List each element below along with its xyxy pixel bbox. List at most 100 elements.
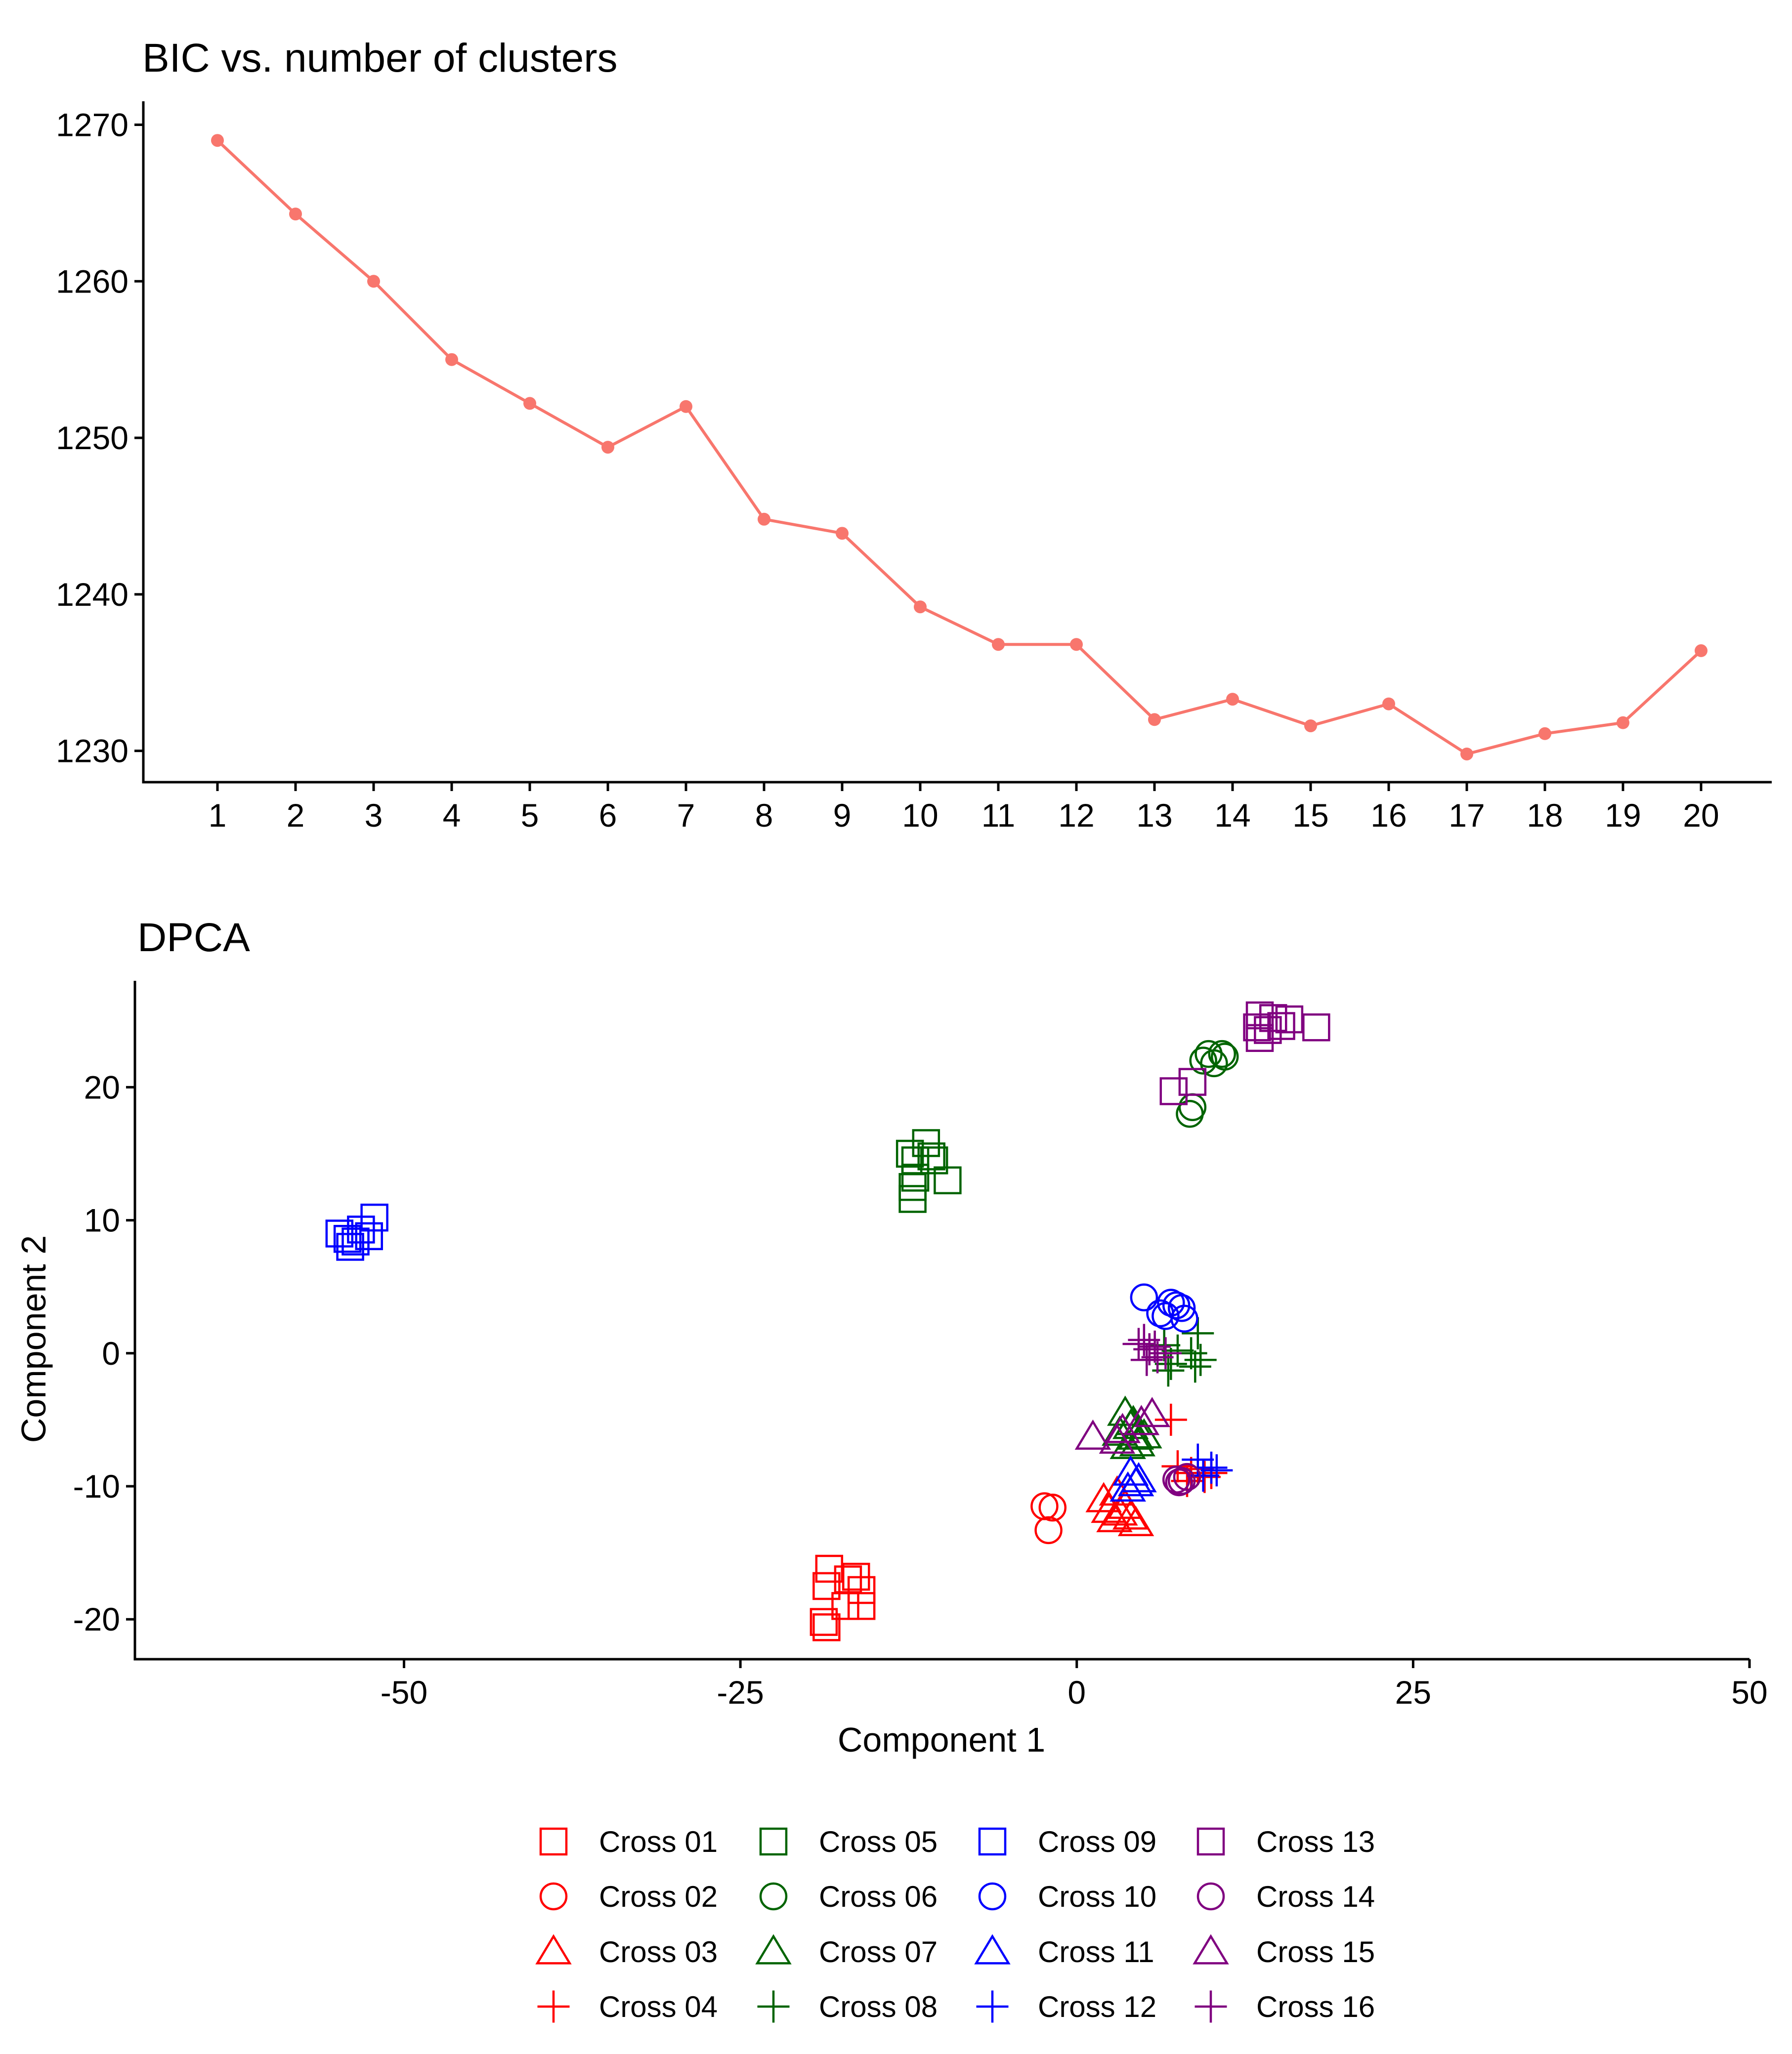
bic-x-tick-label: 17 <box>1449 797 1485 834</box>
legend-label: Cross 06 <box>819 1880 938 1913</box>
legend-key-triangle-icon <box>974 1934 1011 1965</box>
cross-05-point <box>896 1139 924 1168</box>
dpca-x-ticks: -50 -25 0 25 50 <box>381 1659 1768 1711</box>
dpca-y-ticks: -20 -10 0 10 20 <box>73 1069 135 1637</box>
cross-05-point <box>917 1142 945 1171</box>
bic-data-point <box>1070 638 1083 651</box>
bic-axis-lines <box>142 101 1772 784</box>
cross-12-point <box>1200 1454 1233 1487</box>
cross-13-point <box>1275 1005 1304 1034</box>
legend-item-cross-02: Cross 02 <box>539 1880 718 1913</box>
bic-chart: BIC vs. number of clusters 1 2 3 4 5 6 7 8 9 10 11… <box>56 36 1772 834</box>
bic-data-point <box>445 353 458 366</box>
legend-item-cross-09: Cross 09 <box>978 1825 1156 1858</box>
bic-y-tick-label: 1250 <box>56 419 128 456</box>
dpca-x-tick-label: -25 <box>717 1674 764 1711</box>
legend-item-cross-01: Cross 01 <box>539 1825 718 1858</box>
cross-13-point <box>1245 1024 1274 1052</box>
bic-data-point <box>523 397 536 410</box>
cross-14-point <box>1165 1468 1193 1497</box>
bic-x-tick-label: 10 <box>902 797 938 834</box>
dpca-x-tick-label: 25 <box>1395 1674 1431 1711</box>
cross-05-point <box>934 1166 962 1195</box>
legend-item-cross-14: Cross 14 <box>1196 1880 1375 1913</box>
bic-marks <box>211 134 1707 760</box>
legend-key-square-icon <box>1196 1827 1225 1856</box>
cross-04-point <box>1154 1403 1187 1436</box>
bic-chart-title: BIC vs. number of clusters <box>142 36 618 81</box>
bic-x-tick-label: 2 <box>287 797 305 834</box>
cross-16-point <box>1122 1328 1155 1360</box>
cross-09-point <box>360 1203 388 1232</box>
cross-01-point <box>847 1576 876 1604</box>
legend-label: Cross 05 <box>819 1825 938 1858</box>
cross-12-point <box>1195 1451 1228 1484</box>
bic-y-tick-label: 1260 <box>56 263 128 299</box>
legend-label: Cross 07 <box>819 1935 938 1969</box>
bic-data-point <box>367 275 380 288</box>
dpca-x-tick-label: 50 <box>1731 1674 1767 1711</box>
cross-16-point <box>1149 1337 1182 1370</box>
legend-key-triangle-icon <box>535 1934 572 1965</box>
cross-15-point <box>1123 1405 1160 1435</box>
bic-data-point <box>1304 719 1317 732</box>
dpca-y-tick-label: 10 <box>84 1202 120 1239</box>
cross-05-point <box>901 1164 930 1192</box>
legend-label: Cross 16 <box>1256 1990 1375 2023</box>
bic-data-point <box>1460 747 1473 760</box>
legend-item-cross-11: Cross 11 <box>974 1934 1154 1969</box>
cross-09-point <box>336 1233 364 1261</box>
legend-key-circle-icon <box>759 1882 788 1911</box>
legend-key-triangle-icon <box>1193 1934 1229 1965</box>
bic-y-tick-label: 1230 <box>56 733 128 769</box>
bic-x-tick-label: 13 <box>1136 797 1172 834</box>
legend-key-square-icon <box>539 1827 568 1856</box>
bic-x-tick-label: 20 <box>1683 797 1719 834</box>
legend-label: Cross 03 <box>599 1935 718 1969</box>
bic-x-tick-label: 8 <box>755 797 773 834</box>
legend-key-plus-icon <box>1195 1990 1227 2023</box>
legend-item-cross-03: Cross 03 <box>535 1934 718 1969</box>
cross-01-point <box>812 1572 841 1600</box>
cross-06-point <box>1208 1040 1237 1068</box>
bic-x-tick-label: 18 <box>1527 797 1563 834</box>
dpca-legend: Cross 01 Cross 02 Cross 03 Cross 04 Cross 05… <box>535 1825 1375 2023</box>
cross-01-point <box>847 1592 876 1620</box>
legend-label: Cross 14 <box>1256 1880 1375 1913</box>
legend-key-plus-icon <box>976 1990 1009 2023</box>
cross-01-point <box>812 1613 841 1641</box>
cross-10-point <box>1130 1283 1158 1311</box>
cross-08-point <box>1161 1334 1194 1367</box>
dpca-x-tick-label: 0 <box>1067 1674 1086 1711</box>
bic-y-tick-label: 1240 <box>56 576 128 613</box>
dpca-axis-lines <box>133 981 1749 1661</box>
cross-08-point <box>1148 1329 1181 1362</box>
legend-key-square-icon <box>978 1827 1007 1856</box>
legend-key-triangle-icon <box>755 1934 792 1965</box>
cross-06-point <box>1176 1099 1204 1128</box>
bic-x-tick-label: 7 <box>677 797 695 834</box>
cross-08-point <box>1184 1343 1217 1376</box>
dpca-x-axis-label: Component 1 <box>838 1720 1045 1759</box>
bic-x-ticks: 1 2 3 4 5 6 7 8 9 10 11 12 13 14 15 16 17 18 19 20 <box>209 782 1719 834</box>
cross-13-point <box>1302 1013 1330 1042</box>
cross-16-point <box>1130 1343 1163 1376</box>
bic-x-tick-label: 5 <box>521 797 539 834</box>
bic-data-point <box>211 134 224 147</box>
cross-03-point <box>1117 1506 1154 1537</box>
legend-label: Cross 13 <box>1256 1825 1375 1858</box>
dpca-y-axis-label: Component 2 <box>14 1235 53 1443</box>
bic-x-tick-label: 14 <box>1214 797 1250 834</box>
bic-data-point <box>758 512 770 526</box>
legend-item-cross-08: Cross 08 <box>757 1990 938 2023</box>
bic-x-tick-label: 4 <box>443 797 461 834</box>
bic-x-tick-label: 3 <box>365 797 383 834</box>
bic-x-tick-label: 16 <box>1370 797 1407 834</box>
bic-data-point <box>1226 693 1239 706</box>
bic-data-point <box>992 638 1005 651</box>
bic-data-point <box>680 400 692 413</box>
bic-series-line <box>216 139 1703 756</box>
bic-data-point <box>1382 697 1395 711</box>
dpca-chart-title: DPCA <box>137 915 250 960</box>
bic-x-tick-label: 12 <box>1058 797 1094 834</box>
